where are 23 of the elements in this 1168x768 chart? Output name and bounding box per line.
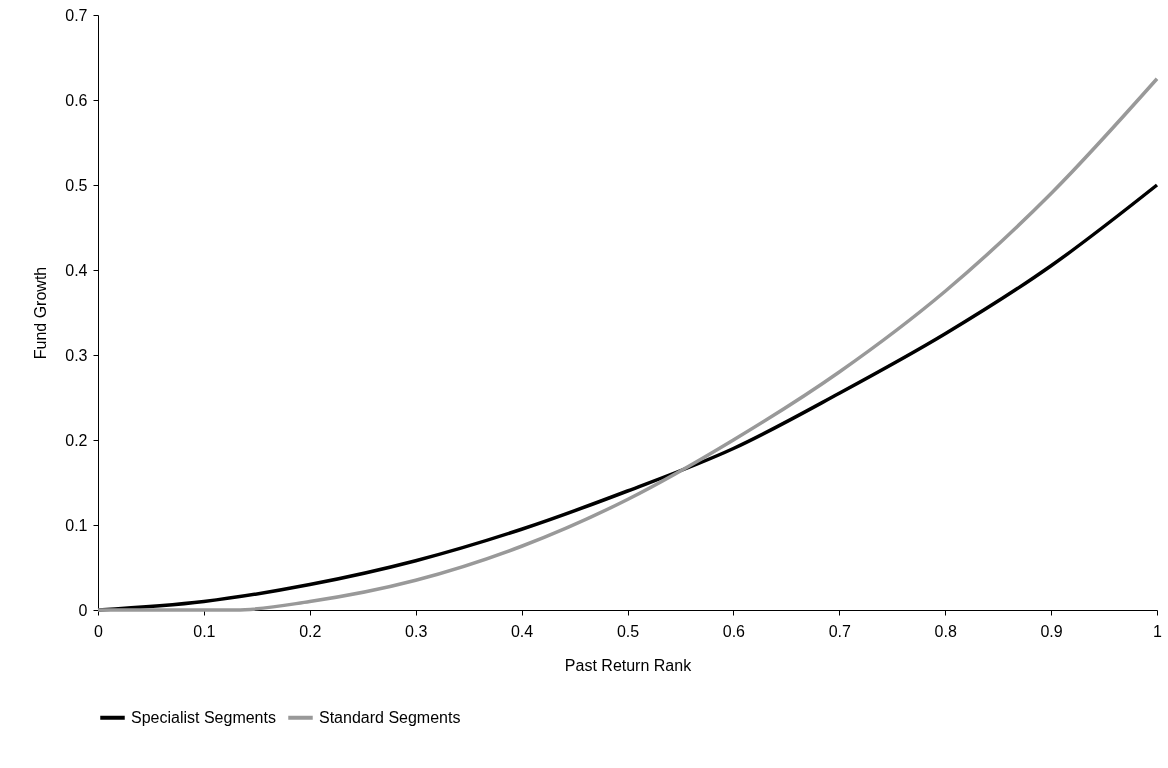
x-tick-label: 0.6: [722, 622, 746, 640]
legend-label: Standard Segments: [319, 708, 461, 726]
y-tick-label: 0.6: [65, 91, 88, 109]
x-tick-label: 0.8: [934, 622, 957, 640]
x-tick-label: 0.5: [616, 622, 640, 640]
y-tick-label: 0.1: [65, 516, 88, 534]
x-tick-label: 0.7: [828, 622, 852, 640]
x-tick-label: 0.2: [299, 622, 322, 640]
x-tick-label: 0.9: [1040, 622, 1063, 640]
y-tick-label: 0.2: [65, 431, 88, 449]
y-tick-label: 0: [78, 601, 88, 619]
y-tick-label: 0.4: [65, 261, 88, 279]
legend-label: Specialist Segments: [131, 708, 276, 726]
x-tick-label: 0.3: [405, 622, 428, 640]
y-tick-label: 0.7: [65, 6, 88, 24]
x-tick-label: 0.1: [193, 622, 216, 640]
x-axis-title: Past Return Rank: [564, 656, 693, 674]
x-tick-label: 1: [1153, 622, 1163, 640]
y-tick-label: 0.3: [65, 346, 88, 364]
y-tick-label: 0.5: [65, 176, 88, 194]
y-axis-title: Fund Growth: [32, 266, 50, 360]
x-tick-label: 0: [94, 622, 104, 640]
x-tick-label: 0.4: [510, 622, 534, 640]
